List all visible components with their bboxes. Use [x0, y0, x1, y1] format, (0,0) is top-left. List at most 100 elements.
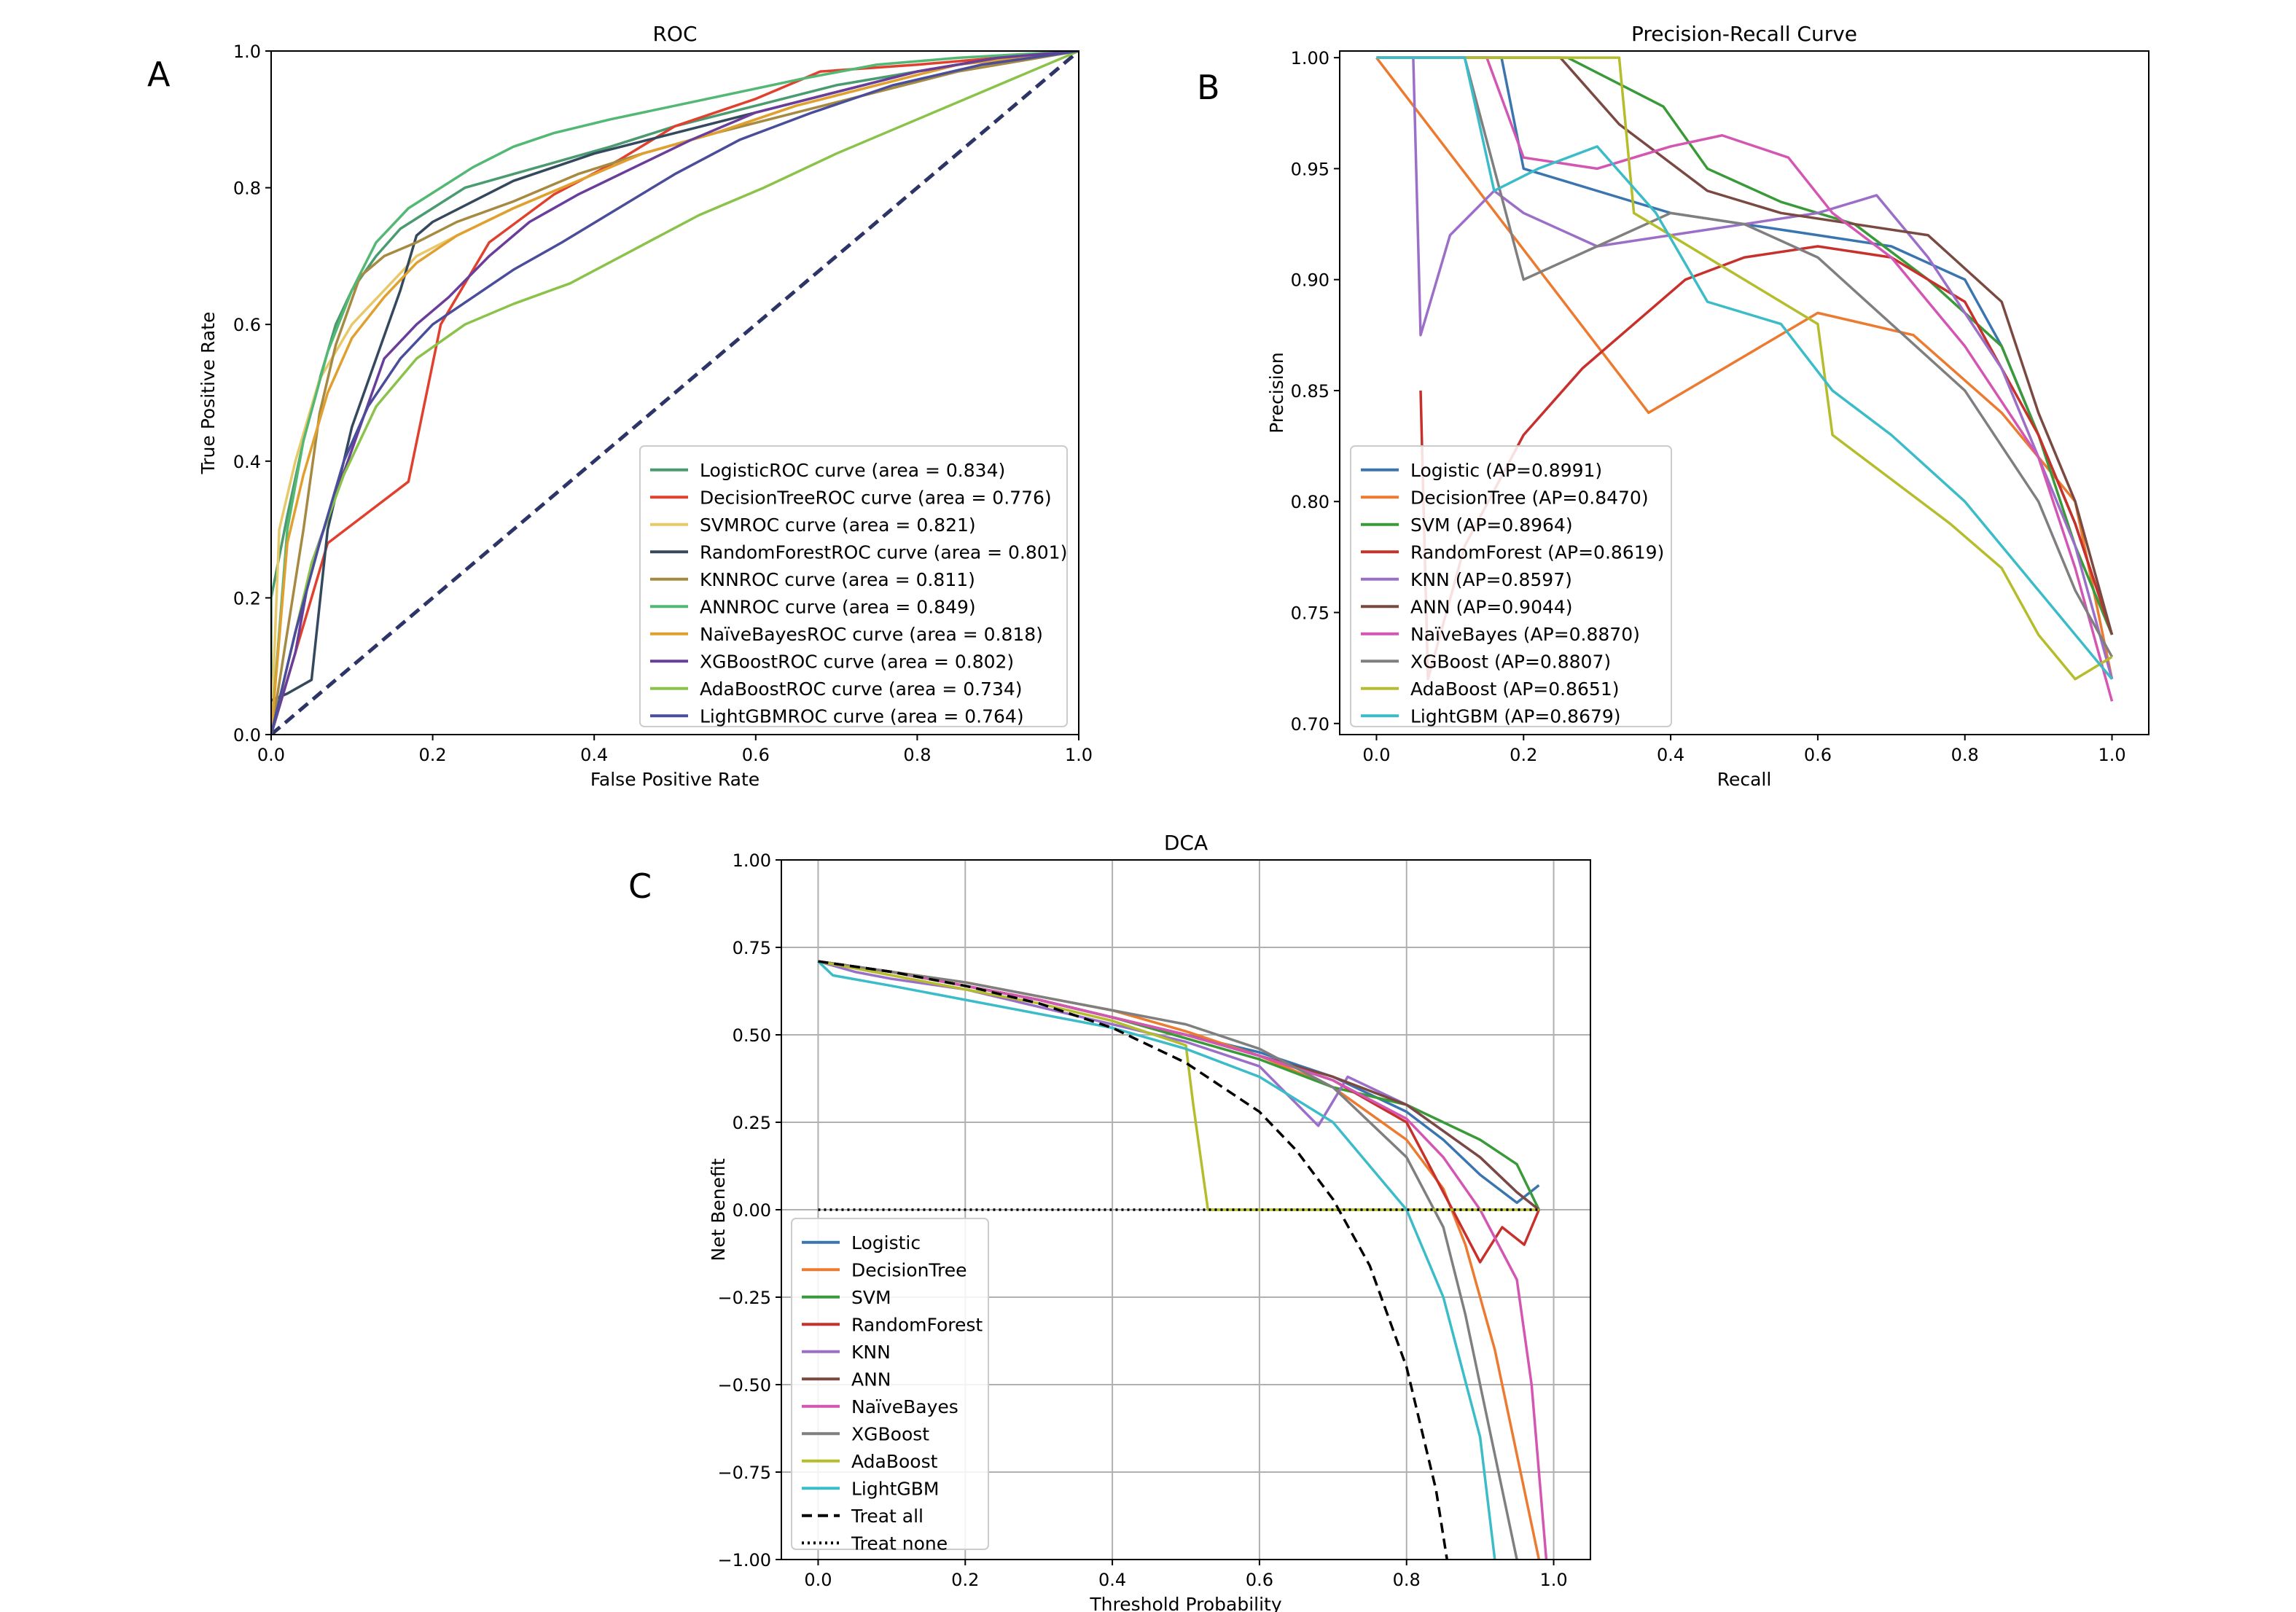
x-tick-label: 0.2 [1510, 745, 1537, 765]
panel-letter-c: C [628, 866, 652, 906]
x-tick-label: 0.4 [580, 745, 608, 765]
x-tick-label: 0.2 [951, 1570, 979, 1590]
legend-label-6: ANNROC curve (area = 0.849) [700, 596, 976, 617]
plot-area [817, 960, 1548, 1560]
y-tick-label: −0.75 [717, 1463, 771, 1483]
x-tick-label: 1.0 [1065, 745, 1093, 765]
y-tick-label: −0.25 [717, 1288, 771, 1308]
x-tick-label: 0.2 [419, 745, 447, 765]
series-line-10 [1376, 56, 2113, 680]
x-tick-label: 0.8 [1951, 745, 1979, 765]
x-tick-label: 0.4 [1657, 745, 1684, 765]
legend-label-9: AdaBoost [851, 1451, 938, 1472]
legend-label-4: RandomForest [851, 1314, 983, 1335]
legend-label-8: XGBoost (AP=0.8807) [1410, 651, 1611, 672]
x-axis-label: False Positive Rate [590, 769, 760, 790]
series-line-7 [1376, 56, 2114, 702]
legend-label-1: Logistic (AP=0.8991) [1410, 460, 1602, 481]
axes-frame [270, 50, 1079, 735]
y-tick-label: 0.8 [233, 179, 261, 199]
chart-title: DCA [1164, 831, 1208, 855]
y-tick-label: 0.4 [233, 452, 261, 472]
series-line-5 [1412, 58, 2114, 680]
precision-recall-chart: Precision-Recall Curve 0.0 0.2 0.4 0.6 0.8 1.0… [1266, 22, 2149, 790]
x-tick-label: 1.0 [1539, 1570, 1567, 1590]
legend: Logistic (AP=0.8991) DecisionTree (AP=0.8… [1350, 445, 1672, 727]
x-axis-label: Threshold Probability [1089, 1594, 1282, 1612]
legend-label-3: SVMROC curve (area = 0.821) [700, 514, 976, 536]
y-axis-label: Precision [1266, 352, 1287, 434]
legend-label-2: DecisionTreeROC curve (area = 0.776) [700, 487, 1052, 508]
legend-label-3: SVM [851, 1287, 891, 1308]
legend-label-8: XGBoostROC curve (area = 0.802) [700, 651, 1014, 672]
series-line-4 [818, 960, 1540, 1264]
x-tick-label: 0.8 [1393, 1570, 1421, 1590]
legend-label-12: Treat none [851, 1533, 948, 1554]
series-line-9 [1376, 56, 2113, 681]
y-tick-label: 0.50 [733, 1025, 771, 1046]
y-tick-label: 0.2 [233, 588, 261, 609]
y-tick-label: 0.6 [233, 315, 261, 335]
legend-label-11: Treat all [851, 1506, 924, 1527]
y-tick-label: 1.00 [1291, 48, 1329, 69]
panel-letter-b: B [1197, 68, 1220, 107]
chance-line [271, 51, 1079, 735]
roc-chart: ROC 0.0 0.2 0.4 0.6 0.8 1.0 0.0 0.2 0.4 0.6 0.8 1.0 F… [198, 22, 1093, 790]
series-line-7 [271, 51, 1079, 735]
legend-label-1: Logistic [851, 1232, 921, 1253]
legend-label-3: SVM (AP=0.8964) [1410, 514, 1573, 536]
legend-label-4: RandomForestROC curve (area = 0.801) [700, 541, 1067, 563]
series-line-10 [817, 960, 1496, 1560]
legend-label-8: XGBoost [851, 1423, 929, 1444]
x-tick-label: 0.0 [1362, 745, 1390, 765]
x-tick-label: 0.6 [1246, 1570, 1273, 1590]
legend-label-9: AdaBoost (AP=0.8651) [1410, 678, 1619, 700]
legend-label-10: LightGBMROC curve (area = 0.764) [700, 705, 1024, 727]
y-axis-label: Net Benefit [708, 1158, 729, 1261]
series-line-8 [1376, 56, 2114, 658]
y-tick-label: 0.75 [1291, 603, 1329, 624]
y-tick-label: 0.70 [1291, 714, 1329, 735]
legend-label-7: NaïveBayes (AP=0.8870) [1410, 624, 1640, 645]
legend-label-2: DecisionTree [851, 1259, 967, 1280]
legend: Logistic DecisionTree SVM RandomForest KNN AN… [791, 1218, 989, 1554]
series-line-8 [818, 960, 1518, 1560]
y-tick-label: 0.00 [733, 1200, 771, 1221]
chart-title: ROC [652, 22, 697, 46]
legend-label-4: RandomForest (AP=0.8619) [1410, 541, 1664, 563]
plot-area [1375, 56, 2114, 702]
x-tick-label: 0.0 [257, 745, 285, 765]
y-tick-label: 1.00 [733, 850, 771, 871]
legend-label-7: NaïveBayes [851, 1396, 958, 1417]
legend-label-6: ANN (AP=0.9044) [1410, 596, 1573, 617]
y-tick-label: −0.50 [717, 1375, 771, 1396]
y-tick-label: 0.25 [733, 1113, 771, 1133]
legend-label-9: AdaBoostROC curve (area = 0.734) [700, 678, 1023, 700]
y-axis-label: True Positive Rate [198, 312, 219, 475]
x-tick-label: 1.0 [2098, 745, 2125, 765]
y-tick-label: 0.75 [733, 938, 771, 958]
legend-label-10: LightGBM (AP=0.8679) [1410, 705, 1621, 727]
dca-chart: DCA 0.0 0.2 0.4 0.6 0.8 1.0 −1.00 −0.75 −0.50 −0.2… [708, 831, 1591, 1612]
x-axis-label: Recall [1717, 769, 1772, 790]
y-tick-label: 0.80 [1291, 492, 1329, 512]
legend-box [791, 1218, 989, 1550]
legend: LogisticROC curve (area = 0.834) Decision… [639, 445, 1068, 727]
legend-label-7: NaïveBayesROC curve (area = 0.818) [700, 624, 1043, 645]
panel-letter-a: A [147, 55, 171, 94]
axes-frame [1339, 50, 2149, 735]
y-tick-label: 1.0 [233, 42, 261, 62]
x-tick-label: 0.0 [804, 1570, 832, 1590]
legend-label-6: ANN [851, 1369, 891, 1390]
plot-area [271, 51, 1079, 735]
legend-label-2: DecisionTree (AP=0.8470) [1410, 487, 1649, 508]
legend-label-5: KNN [851, 1342, 891, 1363]
y-tick-label: 0.90 [1291, 270, 1329, 291]
y-tick-label: 0.0 [233, 725, 261, 746]
x-tick-label: 0.6 [742, 745, 770, 765]
chart-title: Precision-Recall Curve [1631, 22, 1857, 46]
legend-box [1350, 445, 1672, 727]
x-tick-label: 0.4 [1098, 1570, 1126, 1590]
legend-label-1: LogisticROC curve (area = 0.834) [700, 460, 1005, 481]
